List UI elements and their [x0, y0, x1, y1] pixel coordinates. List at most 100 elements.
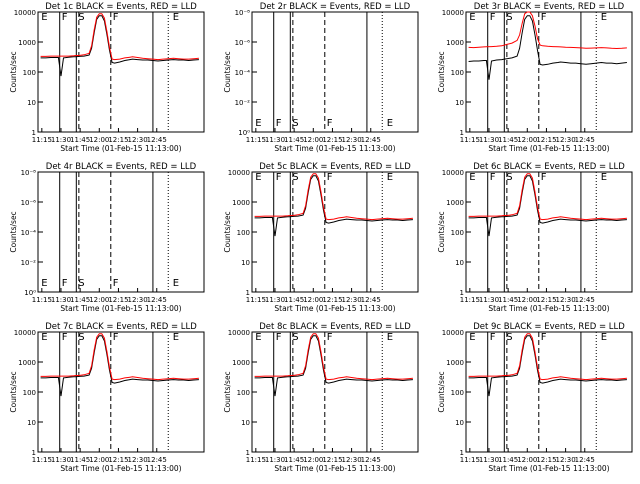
lld-series-line [254, 333, 413, 381]
x-tick-label: 12:15 [536, 296, 556, 304]
y-tick-label: 100 [237, 389, 250, 397]
y-tick-label: 10⁻⁸ [21, 169, 37, 177]
y-tick-label: 10000 [228, 329, 250, 337]
chart-title: Det 1c BLACK = Events, RED = LLD [45, 2, 197, 12]
chart-panel-8: Det 8c BLACK = Events, RED = LLD 1 10 100 10… [223, 322, 419, 473]
segment-marker-label: F [276, 172, 282, 183]
lld-series-line [40, 13, 199, 61]
segment-marker-label: E [387, 172, 393, 183]
events-series-line [468, 335, 627, 397]
events-series-line [468, 15, 627, 80]
segment-marker-label: F [62, 278, 68, 289]
y-tick-label: 10000 [442, 169, 464, 177]
y-tick-label: 10 [241, 259, 250, 267]
segment-marker-label: F [327, 172, 333, 183]
x-tick-label: 12:00 [517, 456, 537, 464]
segment-marker-label: F [541, 172, 547, 183]
x-tick-label: 11:15 [32, 456, 52, 464]
x-tick-label: 12:15 [108, 136, 128, 144]
lld-series-line [468, 333, 627, 381]
x-tick-label: 11:45 [70, 296, 90, 304]
segment-marker-label: E [255, 118, 261, 129]
chart-panel-1: Det 1c BLACK = Events, RED = LLD 1 10 100 10… [9, 2, 205, 153]
x-tick-label: 12:15 [322, 296, 342, 304]
x-axis-label: Start Time (01-Feb-15 11:13:00) [488, 144, 609, 153]
plot-frame [251, 11, 419, 133]
segment-marker-label: F [541, 12, 547, 23]
x-tick-label: 11:15 [246, 296, 266, 304]
x-tick-label: 11:45 [284, 456, 304, 464]
y-tick-label: 10000 [14, 9, 36, 17]
x-tick-label: 11:30 [265, 136, 285, 144]
events-series-line [40, 15, 199, 77]
x-axis-label: Start Time (01-Feb-15 11:13:00) [60, 144, 181, 153]
x-tick-label: 11:45 [70, 456, 90, 464]
x-tick-label: 12:00 [517, 136, 537, 144]
x-tick-label: 12:30 [342, 296, 362, 304]
segment-marker-label: F [541, 332, 547, 343]
x-tick-label: 11:30 [51, 296, 71, 304]
x-tick-label: 11:30 [479, 136, 499, 144]
segment-marker-label: E [41, 278, 47, 289]
y-tick-label: 10⁻⁶ [21, 199, 37, 207]
x-tick-label: 12:45 [575, 296, 595, 304]
events-series-line [254, 175, 413, 237]
segment-marker-label: E [41, 12, 47, 23]
x-tick-label: 12:00 [89, 456, 109, 464]
segment-marker-label: F [113, 332, 119, 343]
y-tick-label: 10000 [442, 9, 464, 17]
x-tick-label: 12:15 [536, 456, 556, 464]
x-tick-label: 12:15 [322, 456, 342, 464]
chart-panel-4: Det 4r BLACK = Events, RED = LLD 10⁰ 10⁻² 1… [9, 162, 205, 313]
y-tick-label: 10 [27, 99, 36, 107]
segment-marker-label: S [506, 12, 512, 23]
y-tick-label: 10 [27, 419, 36, 427]
x-tick-label: 11:45 [498, 296, 518, 304]
segment-marker-label: E [469, 172, 475, 183]
events-series-line [254, 335, 413, 397]
chart-title: Det 8c BLACK = Events, RED = LLD [259, 322, 411, 332]
segment-marker-label: E [255, 332, 261, 343]
y-tick-label: 1000 [232, 359, 250, 367]
x-axis-label: Start Time (01-Feb-15 11:13:00) [274, 464, 395, 473]
y-tick-label: 10000 [14, 329, 36, 337]
x-tick-label: 12:45 [575, 136, 595, 144]
x-tick-label: 12:00 [89, 296, 109, 304]
events-series-line [40, 335, 199, 397]
x-tick-label: 11:30 [479, 296, 499, 304]
x-tick-label: 11:15 [460, 136, 480, 144]
segment-marker-label: E [255, 172, 261, 183]
chart-panel-9: Det 9c BLACK = Events, RED = LLD 1 10 100 10… [437, 322, 633, 473]
x-tick-label: 12:30 [342, 136, 362, 144]
y-tick-label: 10 [241, 419, 250, 427]
x-axis-label: Start Time (01-Feb-15 11:13:00) [60, 464, 181, 473]
y-tick-label: 10⁻² [21, 259, 37, 267]
y-axis-label: Counts/sec [223, 211, 232, 252]
segment-marker-label: S [292, 118, 298, 129]
chart-title: Det 7c BLACK = Events, RED = LLD [45, 322, 197, 332]
y-axis-label: Counts/sec [437, 211, 446, 252]
x-tick-label: 11:45 [70, 136, 90, 144]
x-axis-label: Start Time (01-Feb-15 11:13:00) [274, 144, 395, 153]
x-tick-label: 12:45 [361, 136, 381, 144]
x-tick-label: 11:30 [265, 456, 285, 464]
y-tick-label: 1000 [446, 39, 464, 47]
x-tick-label: 12:45 [147, 456, 167, 464]
y-tick-label: 1000 [18, 359, 36, 367]
segment-marker-label: F [113, 12, 119, 23]
y-tick-label: 10000 [442, 329, 464, 337]
chart-title: Det 3r BLACK = Events, RED = LLD [474, 2, 625, 12]
x-tick-label: 11:30 [265, 296, 285, 304]
lld-series-line [468, 173, 627, 221]
x-tick-label: 12:30 [128, 296, 148, 304]
x-axis-label: Start Time (01-Feb-15 11:13:00) [488, 304, 609, 313]
segment-marker-label: F [62, 12, 68, 23]
chart-title: Det 6c BLACK = Events, RED = LLD [473, 162, 625, 172]
y-tick-label: 10000 [228, 169, 250, 177]
x-tick-label: 12:45 [361, 296, 381, 304]
segment-marker-label: E [469, 332, 475, 343]
segment-marker-label: S [78, 12, 84, 23]
y-tick-label: 10⁻⁴ [235, 69, 251, 77]
x-tick-label: 11:15 [246, 456, 266, 464]
